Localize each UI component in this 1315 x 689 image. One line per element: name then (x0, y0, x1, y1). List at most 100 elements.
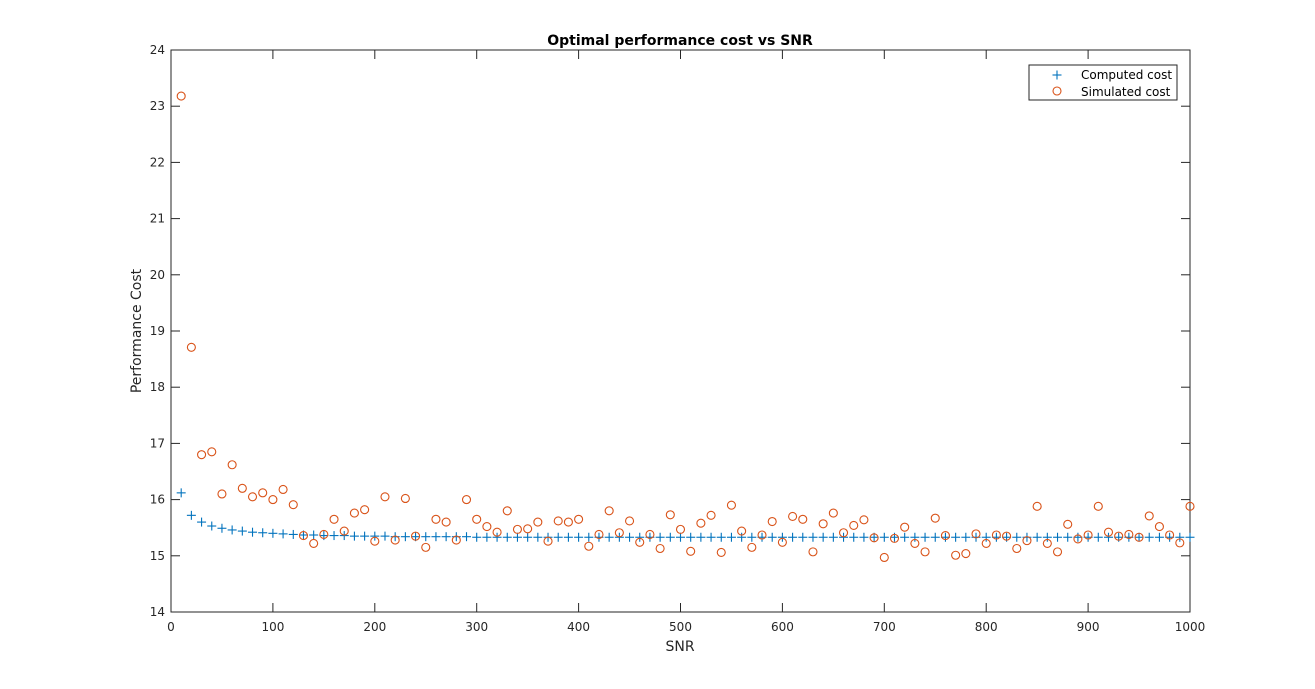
computed-cost-point (676, 532, 685, 542)
y-axis: 14 15 16 17 18 19 20 21 22 23 24 (150, 43, 1190, 619)
y-tick-label-4: 18 (150, 380, 165, 394)
y-tick-label-8: 22 (150, 155, 165, 169)
computed-cost-point (309, 530, 319, 540)
simulated-cost-point (186, 342, 196, 352)
simulated-cost-point (278, 484, 288, 495)
x-tick-label-5: 500 (669, 620, 692, 634)
computed-cost-point (492, 532, 502, 542)
simulated-cost-point (869, 533, 879, 543)
simulated-cost-point (1012, 543, 1022, 554)
simulated-cost-point (951, 550, 961, 560)
computed-cost-point (584, 532, 594, 542)
simulated-cost-point (981, 538, 991, 548)
simulated-cost-point (574, 514, 584, 524)
simulated-cost-point (1063, 519, 1073, 529)
computed-cost-point (197, 517, 207, 527)
simulated-cost-point (696, 518, 706, 528)
simulated-cost-point (788, 511, 798, 522)
simulated-cost-point (1032, 501, 1042, 511)
simulated-cost-point (726, 500, 737, 510)
computed-cost-point (788, 532, 798, 542)
y-tick-label-0: 14 (150, 605, 165, 619)
simulated-cost-point (624, 516, 635, 526)
y-tick-label-2: 16 (150, 493, 165, 507)
simulated-cost-point (910, 538, 920, 548)
simulated-cost-point (940, 531, 950, 541)
computed-cost-point (849, 532, 859, 542)
computed-cost-point (859, 532, 869, 542)
x-tick-label-0: 0 (167, 620, 175, 634)
simulated-cost-point (512, 524, 523, 534)
simulated-cost-point (1083, 530, 1093, 540)
series-simulated-cost (176, 91, 1195, 563)
simulated-cost-point (298, 531, 309, 541)
computed-cost-point (686, 532, 696, 542)
simulated-cost-point (1114, 531, 1124, 541)
computed-cost-point (1093, 532, 1103, 542)
simulated-cost-point (1103, 527, 1114, 537)
simulated-cost-point (1042, 538, 1052, 548)
y-tick-label-6: 20 (150, 268, 165, 282)
simulated-cost-point (400, 493, 410, 504)
computed-cost-point (910, 532, 920, 542)
computed-cost-point (431, 532, 441, 542)
computed-cost-point (879, 532, 889, 542)
simulated-cost-point (553, 516, 563, 526)
simulated-cost-point (288, 500, 298, 510)
computed-cost-point (828, 532, 838, 542)
computed-cost-point (900, 532, 910, 542)
simulated-cost-point (808, 547, 818, 557)
simulated-cost-point (227, 460, 237, 470)
simulated-cost-point (421, 542, 431, 552)
simulated-cost-point (472, 514, 482, 524)
computed-cost-point (1073, 532, 1083, 542)
computed-cost-point (1175, 532, 1185, 542)
simulated-cost-point (879, 552, 889, 563)
computed-cost-point (370, 531, 380, 541)
computed-cost-point (1185, 532, 1195, 542)
simulated-cost-point (961, 549, 971, 559)
simulated-cost-point (1175, 538, 1185, 548)
computed-cost-point (747, 532, 757, 542)
computed-cost-point (512, 532, 522, 542)
computed-cost-point (227, 525, 237, 535)
computed-cost-point (360, 531, 370, 541)
computed-cost-point (258, 528, 268, 538)
computed-cost-point (400, 532, 410, 542)
simulated-cost-point (441, 517, 451, 527)
legend-plus-marker (1052, 70, 1062, 80)
simulated-cost-point (1002, 531, 1012, 541)
x-axis-label: SNR (665, 639, 694, 655)
simulated-cost-point (900, 522, 910, 532)
computed-cost-point (961, 532, 971, 542)
simulated-cost-point (380, 492, 390, 502)
simulated-cost-point (777, 537, 787, 547)
computed-cost-point (523, 532, 533, 542)
legend-circle-marker (1052, 86, 1062, 96)
simulated-cost-point (1022, 536, 1032, 546)
simulated-cost-point (217, 489, 227, 499)
simulated-cost-point (889, 533, 900, 543)
simulated-cost-point (431, 514, 441, 524)
simulated-cost-point (523, 524, 533, 534)
simulated-cost-point (543, 536, 553, 546)
x-tick-label-3: 300 (465, 620, 488, 634)
x-tick-label-10: 1000 (1175, 620, 1206, 634)
computed-cost-point (380, 531, 390, 541)
computed-cost-point (726, 532, 736, 542)
x-tick-label-6: 600 (771, 620, 794, 634)
simulated-cost-point (502, 506, 512, 516)
computed-cost-point (563, 532, 573, 542)
y-tick-label-3: 17 (150, 436, 165, 450)
computed-cost-point (472, 532, 482, 542)
simulated-cost-point (991, 530, 1001, 540)
simulated-cost-point (655, 543, 665, 554)
computed-cost-point (604, 532, 614, 542)
computed-cost-point (237, 526, 247, 536)
computed-cost-point (737, 532, 747, 542)
computed-cost-point (278, 529, 288, 539)
simulated-cost-point (1185, 501, 1195, 511)
x-axis: 0 100 200 300 400 500 600 700 800 900 1000 (167, 50, 1205, 634)
simulated-cost-point (665, 510, 675, 520)
x-tick-label-7: 700 (873, 620, 896, 634)
